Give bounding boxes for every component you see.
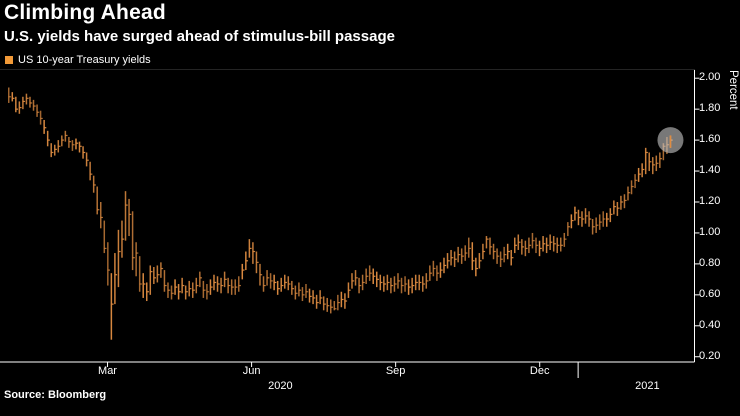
chart-legend: US 10-year Treasury yields — [5, 54, 151, 66]
legend-divider — [0, 69, 695, 70]
series-label: US 10-year Treasury yields — [18, 54, 151, 66]
chart-subtitle: U.S. yields have surged ahead of stimulu… — [4, 28, 395, 45]
chart-title: Climbing Ahead — [4, 1, 166, 24]
source-note: Source: Bloomberg — [4, 389, 107, 401]
series-marker-icon — [5, 56, 13, 64]
y-axis-title: Percent — [727, 70, 739, 110]
